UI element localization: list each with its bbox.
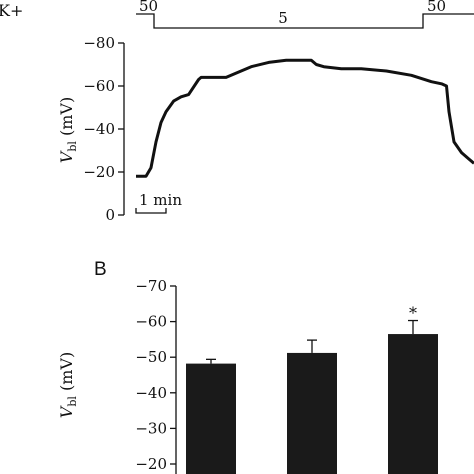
panel-a-tick-label: −60: [83, 77, 115, 95]
protocol-middle: 5: [278, 9, 288, 27]
panel-b-tick-label: −20: [135, 455, 167, 473]
panel-a-tick-label: −20: [83, 163, 115, 181]
panel-b-tick-label: −70: [135, 277, 167, 295]
panel-b-bars: *: [186, 304, 438, 474]
panel-b-significance: *: [409, 304, 417, 323]
panel-b-bar: [388, 334, 438, 474]
panel-b-tick-label: −50: [135, 348, 167, 366]
panel-b-tick-label: −30: [135, 419, 167, 437]
protocol-right: 50: [427, 0, 446, 15]
panel-b-label: B: [94, 259, 107, 280]
panel-a-tick-label: 0: [105, 206, 115, 224]
panel-b-y-axis: −70 −60 −50 −40 −30 −20: [135, 277, 177, 474]
panel-b-tick-label: −40: [135, 384, 167, 402]
panel-a-trace: [136, 58, 474, 178]
panel-b-bar: [186, 363, 236, 474]
k-label: K+: [0, 1, 23, 20]
scale-bar: [135, 208, 167, 214]
panel-a-series-line: [136, 58, 474, 178]
scale-bar-label: 1 min: [139, 191, 182, 209]
protocol-line: [136, 13, 474, 29]
panel-a-tick-label: −80: [83, 34, 115, 52]
panel-b-ylabel: Vbl (mV): [57, 352, 79, 418]
panel-a-y-axis: 0 −20 −40 −60 −80: [83, 34, 125, 224]
panel-b-tick-label: −60: [135, 313, 167, 331]
panel-a-ylabel: Vbl (mV): [57, 97, 79, 163]
panel-a-tick-label: −40: [83, 120, 115, 138]
protocol-left: 50: [139, 0, 158, 15]
panel-b-bar: [287, 352, 337, 474]
